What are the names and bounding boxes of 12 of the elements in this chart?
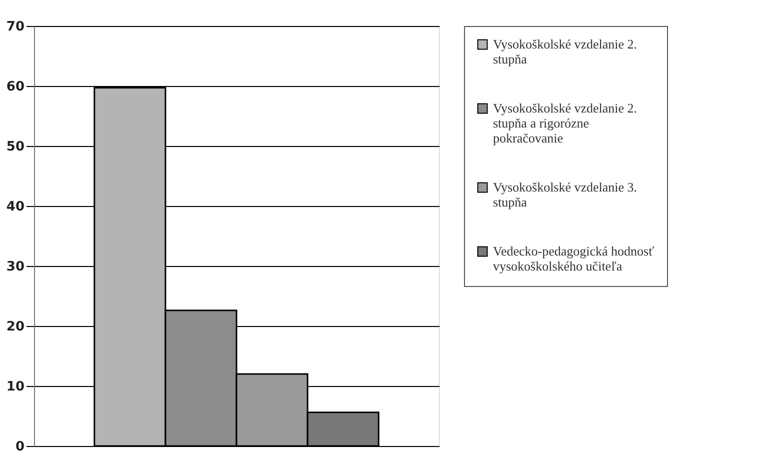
y-tick-label: 50: [6, 140, 24, 154]
y-tick-label: 30: [6, 260, 24, 274]
y-tick-label: 20: [6, 320, 24, 334]
legend-label: Vysokoškolské vzdelanie 2. stupňa: [493, 36, 638, 66]
y-tick-label: 0: [15, 440, 24, 454]
y-tick-label: 40: [6, 200, 24, 214]
legend-label: Vedecko-pedagogická hodnosť vysokoškolského učiteľa: [493, 244, 655, 274]
y-tick-label: 60: [6, 80, 24, 94]
y-tick-label: 70: [6, 20, 24, 34]
legend-label: Vysokoškolské vzdelanie 3. stupňa: [493, 180, 638, 210]
legend-label: Vysokoškolské vzdelanie 2. stupňa a rigorózne pokračovanie: [493, 100, 638, 146]
y-tick-label: 10: [6, 380, 24, 394]
